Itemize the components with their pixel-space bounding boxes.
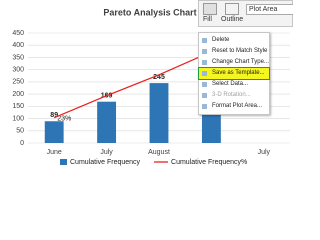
menu-item[interactable]: Delete: [199, 35, 269, 46]
data-label: 89: [50, 112, 58, 119]
context-menu: Delete Reset to Match Style Change Chart T…: [198, 32, 270, 115]
screenshot: Pareto Analysis Chart 0 50 100 150 200 250 300…: [12, 0, 293, 166]
format-toolbar: Fill Outline Plot Area: [198, 0, 293, 27]
y-tick-label: 0: [20, 140, 24, 147]
fill-icon[interactable]: [203, 3, 217, 15]
y-tick-label: 200: [12, 91, 24, 98]
bar: [149, 83, 169, 143]
element-dropdown[interactable]: Plot Area: [246, 4, 293, 15]
menu-item[interactable]: Reset to Match Style: [199, 46, 269, 57]
y-tick-label: 350: [12, 54, 24, 61]
y-tick-label: 150: [12, 103, 24, 110]
outline-button[interactable]: Outline: [221, 16, 244, 23]
x-tick-label: July: [100, 149, 113, 156]
legend-label: Cumulative Frequency%: [171, 159, 247, 166]
menu-item[interactable]: Format Plot Area...: [199, 101, 269, 112]
x-tick-label: June: [47, 149, 62, 156]
menu-item[interactable]: 3-D Rotation...: [199, 90, 269, 101]
menu-item[interactable]: Change Chart Type...: [199, 57, 269, 68]
data-label: 23%: [57, 116, 71, 123]
y-tick-label: 50: [16, 128, 24, 135]
y-tick-label: 450: [12, 30, 24, 37]
x-tick-label: July: [258, 149, 271, 156]
menu-item[interactable]: Select Data...: [199, 79, 269, 90]
y-tick-label: 300: [12, 67, 24, 74]
chart-title: Pareto Analysis Chart: [103, 7, 196, 17]
bar: [97, 101, 117, 143]
y-tick-label: 250: [12, 79, 24, 86]
y-tick-label: 100: [12, 115, 24, 122]
legend-label: Cumulative Frequency: [70, 159, 141, 166]
legend-swatch: [60, 159, 67, 165]
x-tick-label: August: [148, 149, 170, 156]
outline-icon[interactable]: [225, 3, 239, 15]
bar: [44, 121, 64, 143]
menu-item[interactable]: Save as Template...: [198, 67, 270, 80]
data-label: 245: [153, 74, 165, 81]
fill-button[interactable]: Fill: [203, 16, 212, 23]
y-tick-label: 400: [12, 42, 24, 49]
